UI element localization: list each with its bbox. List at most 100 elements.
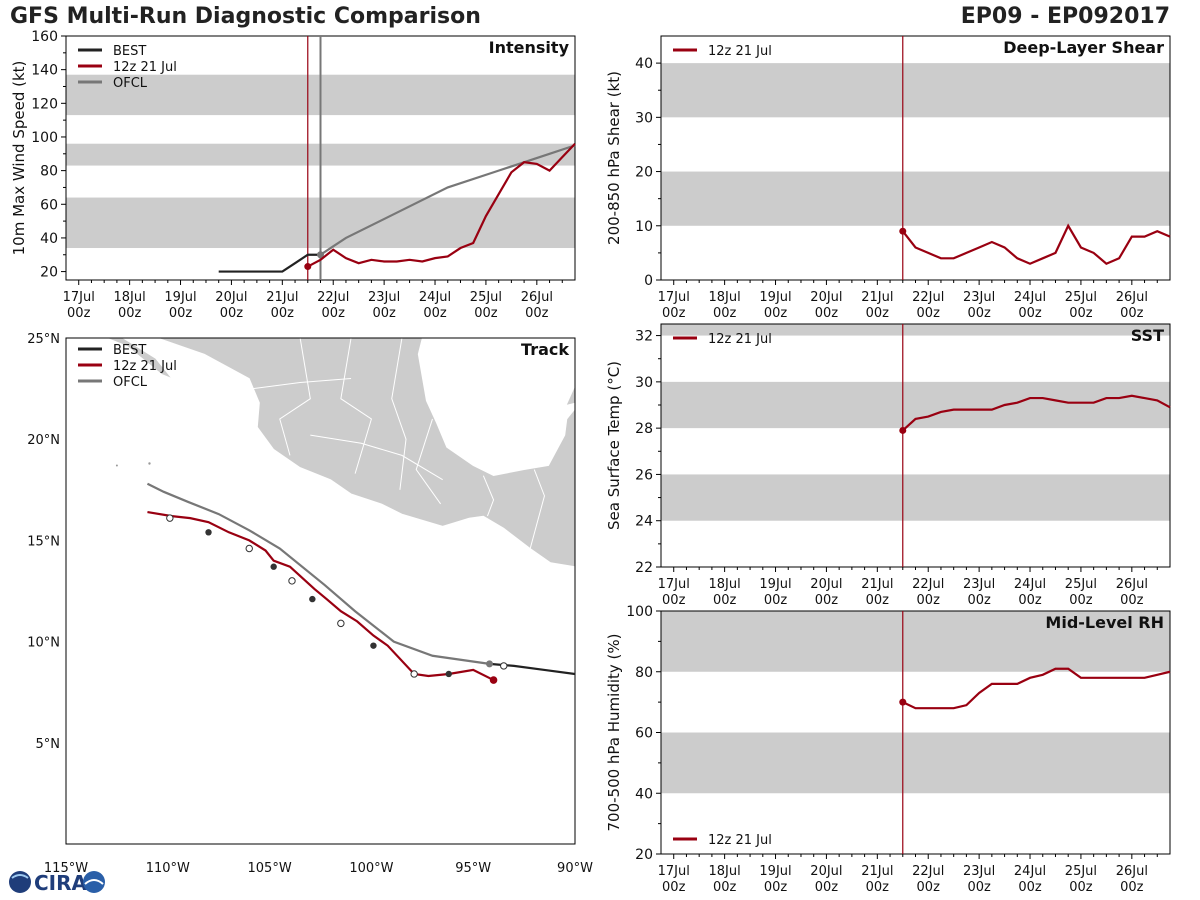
track-point-open	[245, 544, 253, 553]
rh-legend: 12z 21 Jul	[673, 833, 772, 848]
intensity-xtick-day: 24Jul	[419, 290, 451, 305]
track-point-dark	[270, 563, 277, 570]
shear-xtick-hour: 00z	[1069, 306, 1093, 321]
track-legend-label: BEST	[113, 343, 146, 358]
track-legend-label: 12z 21 Jul	[113, 359, 177, 374]
sst-xtick-day: 20Jul	[810, 577, 842, 592]
rh-xtick-hour: 00z	[1018, 880, 1042, 895]
rh-xtick-hour: 00z	[967, 880, 991, 895]
shear-series-line	[901, 223, 1171, 266]
shear-panel: 01020304017Jul00z18Jul00z19Jul00z20Jul00…	[605, 35, 1171, 321]
sst-xtick-hour: 00z	[967, 593, 991, 608]
sst-xtick-hour: 00z	[917, 593, 941, 608]
track-xtick-label: 100°W	[349, 861, 393, 876]
track-point-open	[410, 670, 418, 678]
shear-xtick-hour: 00z	[815, 306, 839, 321]
figure-title: GFS Multi-Run Diagnostic Comparison	[10, 4, 481, 29]
sst-series-line	[902, 394, 1171, 432]
intensity-xtick-day: 22Jul	[317, 290, 349, 305]
rh-xtick-hour: 00z	[764, 880, 788, 895]
intensity-xtick-day: 25Jul	[470, 290, 502, 305]
intensity-ytick-label: 160	[31, 29, 58, 45]
track-line-ofcl	[146, 482, 490, 665]
intensity-xtick-day: 20Jul	[215, 290, 247, 305]
sst-start-marker	[899, 426, 907, 434]
yucatan-tip-land	[566, 386, 575, 405]
track-point-dark	[205, 529, 212, 536]
rh-panel: 2040608010017Jul00z18Jul00z19Jul00z20Jul…	[605, 604, 1171, 895]
track-ytick-label: 15°N	[27, 534, 60, 549]
shear-band	[661, 171, 1170, 226]
shear-legend-label: 12z 21 Jul	[708, 44, 772, 59]
sst-xtick-day: 26Jul	[1116, 577, 1148, 592]
track-line-12z-21-jul	[147, 510, 495, 682]
sst-legend: 12z 21 Jul	[673, 332, 772, 347]
state-border	[279, 338, 311, 456]
rh-xtick-hour: 00z	[866, 880, 890, 895]
sst-xtick-day: 17Jul	[658, 577, 690, 592]
track-xtick-label: 110°W	[146, 861, 190, 876]
track-title: Track	[521, 340, 569, 359]
intensity-xtick-day: 19Jul	[164, 290, 196, 305]
shear-xtick-day: 18Jul	[709, 290, 741, 305]
state-border	[482, 475, 495, 517]
state-border	[391, 338, 407, 490]
sst-ytick-label: 22	[635, 560, 653, 576]
shear-xtick-hour: 00z	[967, 306, 991, 321]
intensity-legend-label: OFCL	[113, 76, 148, 91]
mexico-land	[157, 338, 575, 568]
rh-ytick-label: 20	[635, 847, 653, 863]
intensity-legend-label: 12z 21 Jul	[113, 60, 177, 75]
shear-xtick-day: 24Jul	[1014, 290, 1046, 305]
shear-xtick-hour: 00z	[1018, 306, 1042, 321]
track-point-dark	[370, 642, 377, 649]
rh-ytick-label: 80	[635, 665, 653, 681]
rh-xtick-day: 26Jul	[1116, 864, 1148, 879]
sst-xtick-day: 19Jul	[759, 577, 791, 592]
rh-band	[661, 611, 1170, 672]
track-point-open	[500, 662, 508, 670]
storm-id-title: EP09 - EP092017	[960, 4, 1170, 29]
sst-ytick-label: 30	[635, 375, 653, 391]
shear-ytick-label: 0	[644, 273, 653, 289]
intensity-ytick-label: 40	[40, 231, 58, 247]
rh-legend-label: 12z 21 Jul	[708, 833, 772, 848]
track-ytick-label: 5°N	[36, 737, 61, 752]
track-point-open	[288, 577, 296, 585]
shear-ytick-label: 40	[635, 56, 653, 72]
rh-xtick-hour: 00z	[713, 880, 737, 895]
intensity-xtick-hour: 00z	[118, 306, 142, 321]
island	[148, 462, 151, 465]
shear-legend: 12z 21 Jul	[673, 44, 772, 59]
intensity-xtick-hour: 00z	[423, 306, 447, 321]
sst-xtick-hour: 00z	[866, 593, 890, 608]
intensity-series-line	[307, 142, 576, 268]
track-ytick-label: 25°N	[27, 332, 60, 347]
track-point-dark	[309, 595, 316, 603]
track-point-ofcl	[485, 660, 493, 668]
rh-xtick-day: 18Jul	[709, 864, 741, 879]
intensity-xtick-day: 23Jul	[368, 290, 400, 305]
shear-ytick-label: 20	[635, 165, 653, 181]
rh-xtick-day: 21Jul	[861, 864, 893, 879]
sst-ytick-label: 28	[635, 421, 653, 437]
shear-ytick-label: 30	[635, 110, 653, 126]
sst-ytick-label: 26	[635, 467, 653, 483]
shear-xtick-day: 23Jul	[963, 290, 995, 305]
shear-xtick-hour: 00z	[764, 306, 788, 321]
rh-xtick-day: 17Jul	[658, 864, 690, 879]
rh-xtick-day: 23Jul	[963, 864, 995, 879]
intensity-xtick-day: 21Jul	[266, 290, 298, 305]
state-border	[415, 418, 442, 505]
rh-ytick-label: 100	[626, 604, 653, 620]
intensity-xtick-hour: 00z	[372, 306, 396, 321]
intensity-series-line	[218, 253, 321, 273]
shear-xtick-day: 19Jul	[759, 290, 791, 305]
sst-xtick-hour: 00z	[1069, 593, 1093, 608]
sst-xtick-day: 23Jul	[963, 577, 995, 592]
track-point-open	[166, 514, 174, 522]
sst-xtick-day: 25Jul	[1065, 577, 1097, 592]
track-panel: 115°W 110°W 105°W 100°W 95°W 90°W 5°N 10°N 15°N 2…	[27, 332, 593, 876]
